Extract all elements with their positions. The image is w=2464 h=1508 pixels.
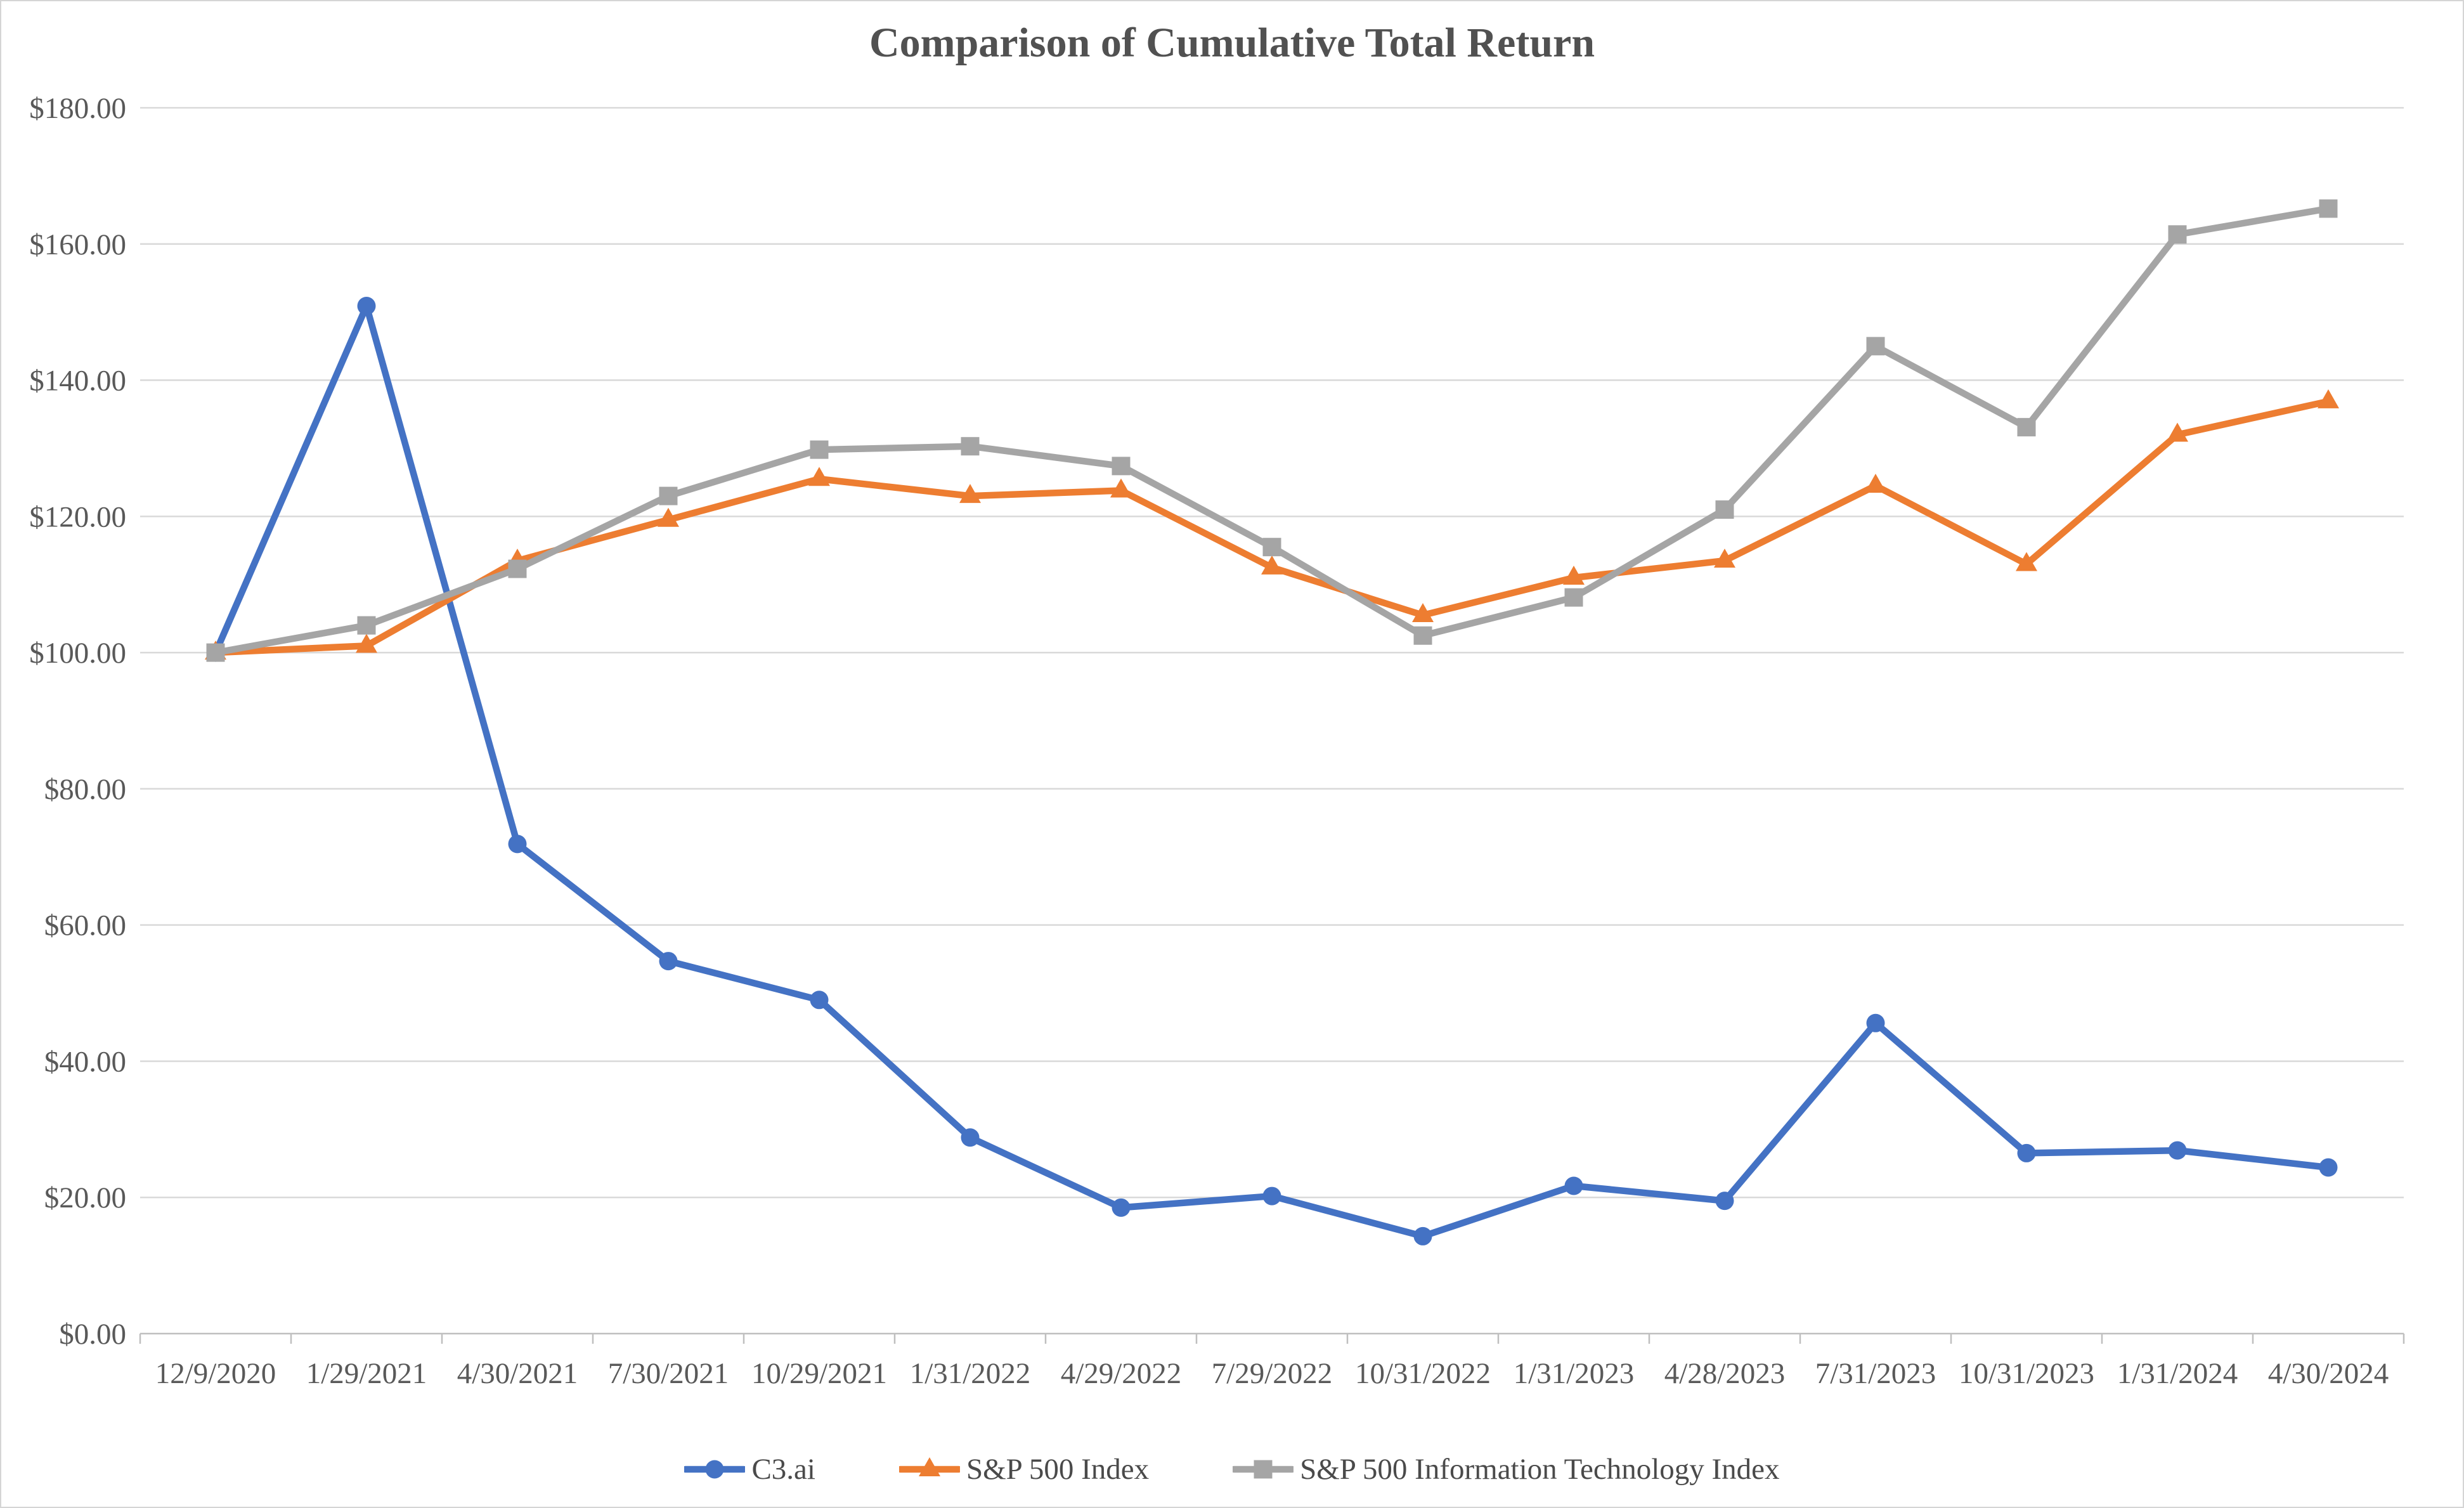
- x-axis-label: 4/29/2022: [1061, 1357, 1182, 1390]
- data-point-marker: [1714, 549, 1735, 568]
- data-point-marker: [961, 1128, 980, 1147]
- data-point-marker: [2168, 225, 2187, 244]
- data-point-marker: [357, 616, 376, 635]
- data-point-marker: [810, 991, 829, 1010]
- y-axis-label: $20.00: [44, 1181, 126, 1214]
- data-point-marker: [959, 484, 981, 504]
- data-point-marker: [356, 634, 377, 653]
- y-axis-label: $40.00: [44, 1045, 126, 1078]
- legend-key-square-icon: [1233, 1460, 1294, 1479]
- x-axis-label: 1/31/2024: [2117, 1357, 2238, 1390]
- x-axis-label: 4/28/2023: [1664, 1357, 1786, 1390]
- data-point-marker: [1866, 337, 1885, 356]
- y-axis-label: $160.00: [29, 228, 126, 261]
- y-axis-label: $0.00: [59, 1318, 126, 1351]
- data-point-marker: [2168, 1141, 2187, 1160]
- data-point-marker: [659, 952, 678, 971]
- x-axis-label: 7/29/2022: [1212, 1357, 1333, 1390]
- x-axis-label: 1/31/2023: [1514, 1357, 1635, 1390]
- data-point-marker: [2319, 199, 2338, 218]
- data-point-marker: [2017, 1143, 2036, 1162]
- y-axis-label: $140.00: [29, 365, 126, 398]
- legend-item-c3-ai: C3.ai: [684, 1452, 815, 1486]
- data-point-marker: [1866, 1013, 1885, 1032]
- data-point-marker: [961, 437, 980, 456]
- legend-label: C3.ai: [751, 1453, 815, 1486]
- series-s-p-500-information-technology-index: [206, 199, 2338, 662]
- x-axis-label: 10/29/2021: [751, 1357, 887, 1390]
- data-point-marker: [808, 467, 830, 486]
- data-point-marker: [1261, 555, 1283, 575]
- chart-title: Comparison of Cumulative Total Return: [869, 20, 1595, 66]
- y-axis-label: $80.00: [44, 773, 126, 806]
- y-axis-label: $60.00: [44, 909, 126, 942]
- data-point-marker: [508, 559, 527, 578]
- legend-label: S&P 500 Information Technology Index: [1300, 1453, 1780, 1486]
- legend-key-circle-icon: [684, 1460, 746, 1479]
- data-point-marker: [918, 1457, 940, 1476]
- series-line-s-p-500-information-technology-index: [212, 205, 2332, 656]
- data-point-marker: [2017, 418, 2036, 437]
- data-point-marker: [658, 507, 679, 527]
- legend-item-s-p-500-information-technology-index: S&P 500 Information Technology Index: [1233, 1452, 1780, 1486]
- legend: C3.ai S&P 500 Index S&P 500 Information Te…: [1, 1452, 2463, 1486]
- data-point-marker: [1865, 474, 1886, 493]
- data-point-marker: [1112, 1198, 1131, 1217]
- data-point-marker: [2167, 422, 2188, 442]
- data-point-marker: [2016, 552, 2037, 571]
- data-point-marker: [1262, 538, 1281, 557]
- series-c3-ai: [206, 297, 2338, 1245]
- data-point-marker: [2318, 389, 2339, 408]
- data-point-marker: [1412, 603, 1434, 623]
- x-axis-label: 4/30/2021: [457, 1357, 578, 1390]
- y-axis-label: $180.00: [29, 92, 126, 125]
- series-line-s-p-500-index: [212, 398, 2332, 656]
- y-axis-label: $100.00: [29, 637, 126, 670]
- data-point-marker: [1254, 1460, 1273, 1479]
- legend-label: S&P 500 Index: [966, 1453, 1150, 1486]
- data-point-marker: [1262, 1186, 1281, 1206]
- legend-key-triangle-icon: [898, 1457, 960, 1476]
- data-point-marker: [1413, 626, 1432, 645]
- data-point-marker: [357, 297, 376, 316]
- data-point-marker: [1413, 1226, 1432, 1245]
- data-point-marker: [659, 486, 678, 505]
- x-axis-label: 10/31/2023: [1959, 1357, 2094, 1390]
- series-line-c3-ai: [212, 302, 2332, 1240]
- x-axis-label: 12/9/2020: [155, 1357, 276, 1390]
- y-axis-label: $120.00: [29, 500, 126, 533]
- data-point-marker: [1715, 500, 1734, 519]
- data-point-marker: [1110, 478, 1132, 498]
- data-point-marker: [1563, 565, 1585, 585]
- data-point-marker: [1112, 457, 1131, 476]
- x-axis-label: 1/31/2022: [910, 1357, 1031, 1390]
- x-axis-label: 7/30/2021: [608, 1357, 729, 1390]
- data-point-marker: [206, 643, 225, 662]
- legend-item-s-p-500-index: S&P 500 Index: [898, 1452, 1150, 1486]
- data-point-marker: [810, 440, 829, 459]
- x-axis-label: 1/29/2021: [306, 1357, 427, 1390]
- data-point-marker: [1715, 1192, 1734, 1211]
- x-axis-label: 4/30/2024: [2268, 1357, 2389, 1390]
- data-point-marker: [705, 1460, 724, 1479]
- data-point-marker: [2319, 1158, 2338, 1177]
- x-axis-label: 7/31/2023: [1815, 1357, 1936, 1390]
- data-point-marker: [1564, 1176, 1583, 1195]
- x-axis-label: 10/31/2022: [1355, 1357, 1491, 1390]
- data-point-marker: [508, 835, 527, 854]
- data-point-marker: [1564, 588, 1583, 607]
